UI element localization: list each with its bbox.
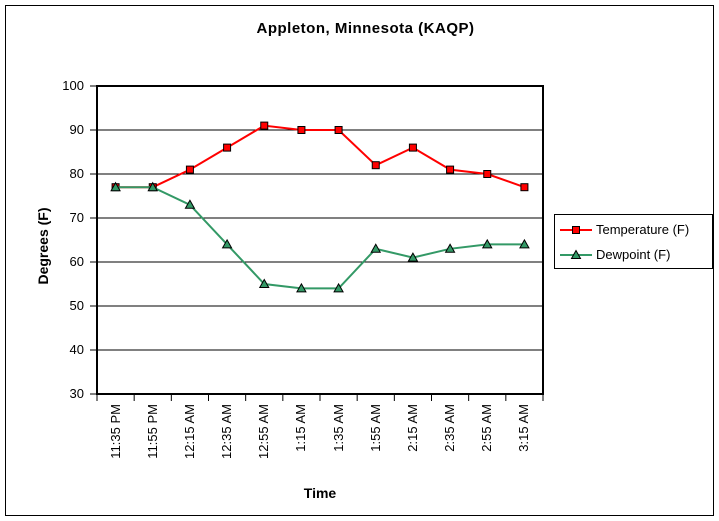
marker-dewpoint bbox=[333, 282, 344, 293]
marker-temperature bbox=[408, 143, 417, 152]
legend-item-dewpoint: Dewpoint (F) bbox=[555, 242, 712, 267]
chart-title: Appleton, Minnesota (KAQP) bbox=[256, 20, 475, 37]
x-tick-label: 3:15 AM bbox=[516, 404, 532, 452]
marker-temperature bbox=[446, 165, 455, 174]
plot-area bbox=[90, 85, 544, 401]
marker-dewpoint bbox=[110, 181, 121, 192]
marker-temperature bbox=[223, 143, 232, 152]
x-tick-label: 1:55 AM bbox=[367, 404, 383, 452]
marker-temperature bbox=[334, 126, 343, 134]
legend: Temperature (F) Dewpoint (F) bbox=[554, 214, 713, 269]
marker-dewpoint bbox=[407, 252, 419, 262]
marker-dewpoint bbox=[370, 243, 382, 253]
x-axis-title: Time bbox=[303, 485, 337, 501]
marker-dewpoint bbox=[147, 181, 159, 192]
y-tick-label: 30 bbox=[69, 386, 84, 401]
marker-temperature bbox=[483, 170, 492, 178]
x-tick-label: 2:35 AM bbox=[442, 404, 458, 452]
legend-swatch-dewpoint-icon bbox=[560, 248, 592, 259]
y-axis-title: Degrees (F) bbox=[35, 207, 51, 285]
y-tick-label: 90 bbox=[69, 122, 84, 137]
legend-swatch-temperature-icon bbox=[560, 225, 592, 234]
y-tick-label: 80 bbox=[69, 166, 84, 181]
marker-dewpoint bbox=[221, 238, 233, 249]
y-tick-label: 50 bbox=[69, 298, 84, 313]
x-tick-label: 1:35 AM bbox=[330, 404, 346, 452]
x-tick-label: 1:15 AM bbox=[293, 404, 309, 452]
y-tick-label: 60 bbox=[69, 254, 84, 269]
series-line-dewpoint bbox=[115, 186, 525, 290]
x-tick-label: 2:55 AM bbox=[479, 404, 495, 452]
x-tick-label: 11:55 PM bbox=[144, 404, 160, 459]
marker-temperature bbox=[371, 161, 380, 170]
legend-label: Temperature (F) bbox=[596, 222, 690, 237]
marker-dewpoint bbox=[444, 243, 456, 253]
legend-item-temperature: Temperature (F) bbox=[555, 217, 712, 242]
marker-dewpoint bbox=[481, 238, 493, 249]
marker-temperature bbox=[260, 121, 269, 130]
marker-temperature bbox=[520, 183, 529, 192]
marker-temperature bbox=[185, 165, 194, 174]
x-tick-label: 12:55 AM bbox=[256, 404, 272, 459]
x-tick-label: 12:35 AM bbox=[219, 404, 235, 459]
y-tick-label: 40 bbox=[69, 342, 84, 357]
series-line-temperature bbox=[115, 124, 525, 189]
y-tick-label: 70 bbox=[69, 210, 84, 225]
x-tick-label: 2:15 AM bbox=[404, 404, 420, 452]
chart-frame: Appleton, Minnesota (KAQP) 100 90 80 70 60 50… bbox=[5, 5, 714, 516]
plot-border bbox=[96, 85, 544, 395]
marker-temperature bbox=[297, 126, 306, 134]
x-tick-label: 12:15 AM bbox=[181, 404, 197, 459]
x-tick-label: 11:35 PM bbox=[107, 404, 123, 459]
marker-dewpoint bbox=[184, 199, 196, 209]
y-tick-label: 100 bbox=[62, 78, 84, 93]
marker-dewpoint bbox=[519, 238, 530, 249]
legend-label: Dewpoint (F) bbox=[596, 247, 671, 262]
marker-dewpoint bbox=[258, 278, 270, 288]
marker-dewpoint bbox=[296, 282, 307, 293]
